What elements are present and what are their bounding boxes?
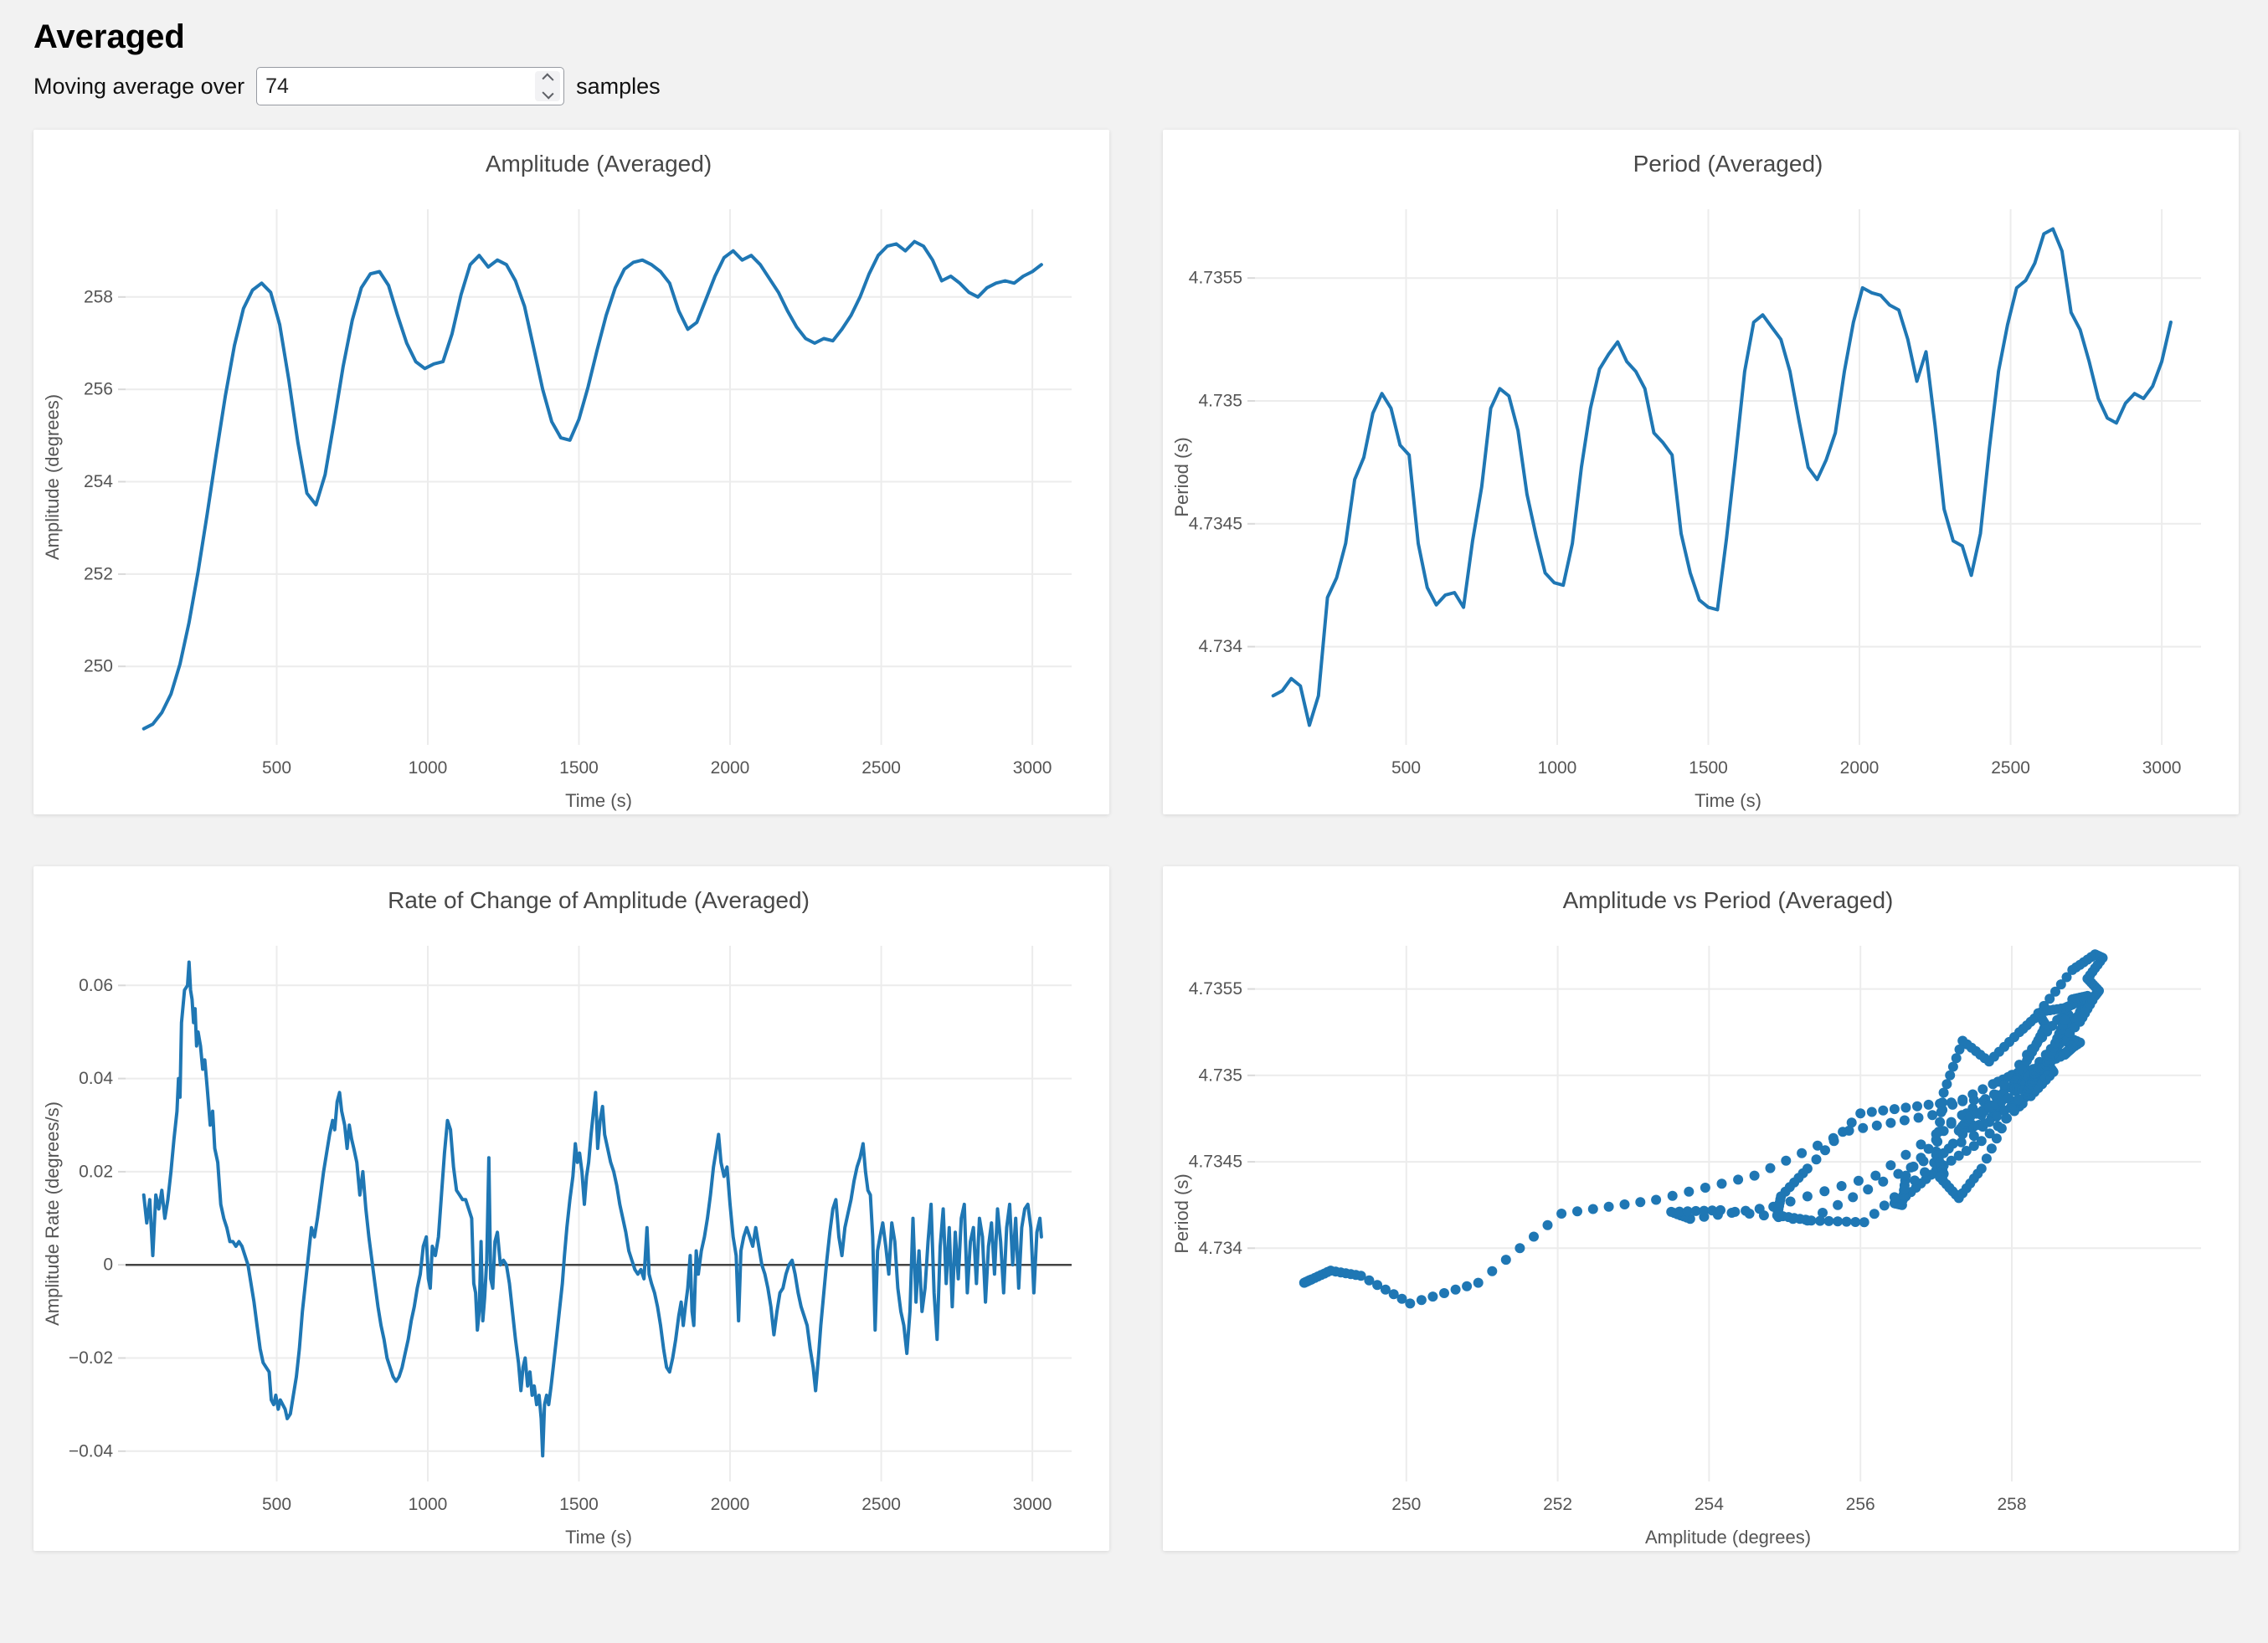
svg-text:250: 250 — [1391, 1495, 1421, 1514]
svg-text:Time (s): Time (s) — [565, 790, 632, 811]
svg-text:0.06: 0.06 — [79, 976, 113, 995]
svg-text:Period (Averaged): Period (Averaged) — [1633, 151, 1823, 177]
chart-card-amplitude-vs-period: 250 252 254 256 258 4.734 4.7345 4.735 4.7355 Amp… — [1163, 866, 2239, 1551]
svg-text:4.7355: 4.7355 — [1189, 269, 1242, 288]
amplitude-chart[interactable]: 500 1000 1500 2000 2500 3000 250 252 254 256 258 Am… — [33, 130, 1109, 814]
svg-text:Period (s): Period (s) — [1171, 437, 1192, 516]
amplitude-vs-period-chart[interactable]: 250 252 254 256 258 4.734 4.7345 4.735 4.7355 Amp… — [1163, 866, 2239, 1551]
svg-text:2500: 2500 — [861, 758, 901, 778]
svg-text:258: 258 — [1997, 1495, 2026, 1514]
svg-text:1000: 1000 — [1538, 758, 1577, 778]
svg-text:1000: 1000 — [409, 1495, 448, 1514]
svg-text:Amplitude Rate (degrees/s): Amplitude Rate (degrees/s) — [42, 1101, 63, 1326]
svg-text:4.7355: 4.7355 — [1189, 979, 1242, 999]
chart-grid: 500 1000 1500 2000 2500 3000 250 252 254 256 258 Am… — [33, 130, 2241, 1551]
svg-text:1500: 1500 — [559, 1495, 599, 1514]
samples-label: samples — [576, 73, 661, 99]
svg-text:0: 0 — [103, 1255, 113, 1275]
amplitude-rate-chart[interactable]: 500 1000 1500 2000 2500 3000 −0.04 −0.02 0 0.02 0.… — [33, 866, 1109, 1551]
svg-text:Time (s): Time (s) — [1695, 790, 1761, 811]
svg-text:0.02: 0.02 — [79, 1162, 113, 1181]
svg-text:4.7345: 4.7345 — [1189, 514, 1242, 533]
moving-average-input[interactable] — [256, 67, 565, 105]
svg-text:254: 254 — [84, 472, 113, 491]
svg-text:3000: 3000 — [2142, 758, 2182, 778]
svg-text:−0.02: −0.02 — [69, 1348, 113, 1368]
svg-text:4.734: 4.734 — [1198, 637, 1242, 656]
moving-average-controls: Moving average over samples — [33, 64, 2268, 108]
svg-text:3000: 3000 — [1013, 1495, 1052, 1514]
svg-text:4.7345: 4.7345 — [1189, 1153, 1242, 1172]
svg-text:256: 256 — [84, 380, 113, 399]
svg-text:Period (s): Period (s) — [1171, 1173, 1192, 1253]
svg-text:256: 256 — [1846, 1495, 1875, 1514]
svg-text:1500: 1500 — [559, 758, 599, 778]
svg-text:500: 500 — [262, 1495, 291, 1514]
svg-text:2000: 2000 — [711, 1495, 750, 1514]
number-spinner[interactable] — [535, 71, 561, 101]
svg-text:Time (s): Time (s) — [565, 1527, 632, 1548]
chevron-down-icon[interactable] — [542, 87, 554, 100]
chart-card-amplitude-rate: 500 1000 1500 2000 2500 3000 −0.04 −0.02 0 0.02 0.… — [33, 866, 1109, 1551]
svg-text:4.735: 4.735 — [1198, 392, 1242, 411]
page-root: Averaged Moving average over samples 500… — [0, 18, 2268, 1551]
svg-text:Amplitude (degrees): Amplitude (degrees) — [1645, 1527, 1811, 1548]
svg-text:500: 500 — [1391, 758, 1421, 778]
moving-average-label: Moving average over — [33, 73, 245, 99]
svg-text:Amplitude (degrees): Amplitude (degrees) — [42, 394, 63, 560]
svg-text:0.04: 0.04 — [79, 1069, 113, 1088]
svg-text:2000: 2000 — [711, 758, 750, 778]
svg-text:1000: 1000 — [409, 758, 448, 778]
svg-text:Rate of Change of Amplitude (A: Rate of Change of Amplitude (Averaged) — [388, 887, 810, 913]
svg-text:500: 500 — [262, 758, 291, 778]
chart-card-amplitude: 500 1000 1500 2000 2500 3000 250 252 254 256 258 Am… — [33, 130, 1109, 814]
svg-text:3000: 3000 — [1013, 758, 1052, 778]
svg-text:254: 254 — [1695, 1495, 1724, 1514]
page-title: Averaged — [33, 18, 185, 55]
chevron-up-icon[interactable] — [542, 73, 554, 85]
svg-text:2000: 2000 — [1840, 758, 1880, 778]
svg-text:2500: 2500 — [1991, 758, 2030, 778]
svg-text:4.734: 4.734 — [1198, 1239, 1242, 1258]
svg-text:2500: 2500 — [861, 1495, 901, 1514]
svg-text:1500: 1500 — [1689, 758, 1728, 778]
svg-text:258: 258 — [84, 287, 113, 306]
svg-text:250: 250 — [84, 657, 113, 676]
chart-card-period: 500 1000 1500 2000 2500 3000 4.734 4.7345 4.735 4… — [1163, 130, 2239, 814]
svg-text:Amplitude vs Period (Averaged): Amplitude vs Period (Averaged) — [1563, 887, 1894, 913]
svg-text:252: 252 — [1543, 1495, 1572, 1514]
svg-text:Amplitude (Averaged): Amplitude (Averaged) — [486, 151, 712, 177]
svg-text:252: 252 — [84, 564, 113, 583]
moving-average-input-wrap — [256, 67, 565, 105]
svg-text:−0.04: −0.04 — [69, 1441, 113, 1461]
period-chart[interactable]: 500 1000 1500 2000 2500 3000 4.734 4.7345 4.735 4… — [1163, 130, 2239, 814]
svg-text:4.735: 4.735 — [1198, 1065, 1242, 1085]
